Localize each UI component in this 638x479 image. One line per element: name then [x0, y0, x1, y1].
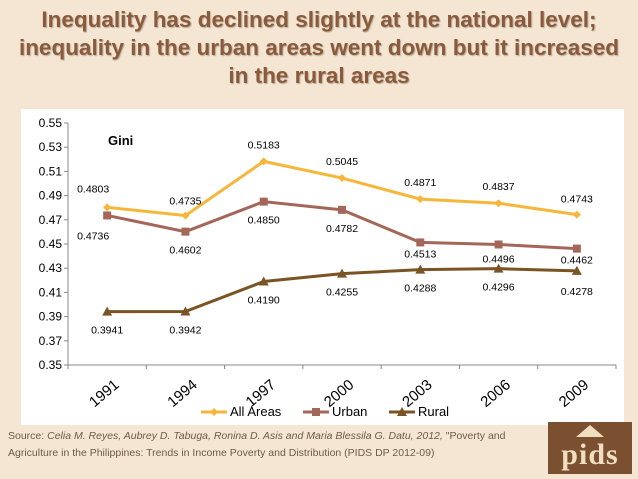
data-point [337, 268, 347, 278]
logo-text: pids [561, 438, 619, 471]
y-tick-label: 0.45 [39, 237, 63, 251]
data-label: 0.4803 [77, 183, 109, 195]
data-point [181, 211, 190, 220]
slide-title: Inequality has declined slightly at the … [18, 7, 620, 88]
line-chart: 0.35 0.37 0.39 0.41 0.43 0.45 0.47 0.49 0.51 0.53… [39, 116, 617, 419]
legend-marker [397, 407, 407, 416]
data-label: 0.4278 [561, 286, 593, 298]
data-label: 0.4462 [561, 255, 593, 267]
data-label: 0.4850 [248, 215, 280, 227]
source-rest: "Poverty and Agriculture in the Philippi… [8, 430, 506, 459]
data-point [572, 244, 581, 253]
y-tick-label: 0.53 [39, 140, 63, 154]
y-tick-label: 0.39 [39, 310, 63, 324]
data-label: 0.4602 [169, 245, 201, 257]
data-point [103, 203, 112, 212]
data-point [415, 264, 426, 274]
y-tick-label: 0.47 [39, 213, 63, 227]
data-label: 0.4296 [483, 282, 515, 294]
data-label: 0.4288 [404, 283, 436, 295]
legend-marker [210, 408, 218, 416]
data-label: 0.3941 [91, 325, 123, 337]
data-point [258, 276, 269, 286]
x-tick-label: 2006 [477, 376, 513, 410]
data-label: 0.4782 [326, 223, 358, 235]
data-label: 0.4736 [77, 230, 109, 242]
data-label: 0.4496 [483, 253, 515, 265]
data-point [494, 199, 503, 208]
data-point [259, 157, 268, 166]
pids-logo-icon: pids [548, 422, 632, 474]
data-point [493, 263, 504, 273]
data-label: 0.3942 [169, 325, 201, 337]
data-point [338, 174, 346, 183]
data-point [572, 210, 581, 219]
data-point [180, 306, 191, 316]
data-point [103, 211, 112, 220]
y-tick-label: 0.35 [39, 358, 63, 372]
data-point [102, 306, 113, 316]
data-label: 0.4255 [326, 287, 358, 299]
data-point [259, 197, 268, 206]
data-point [181, 227, 190, 236]
y-tick-label: 0.41 [39, 285, 63, 299]
x-tick-label: 1991 [86, 376, 122, 410]
source-authors: Celia M. Reyes, Aubrey D. Tabuga, Ronina… [47, 430, 443, 442]
data-point [494, 240, 503, 249]
chart-panel: 0.35 0.37 0.39 0.41 0.43 0.45 0.47 0.49 0.51 0.53… [21, 109, 624, 425]
source-citation: Source: Celia M. Reyes, Aubrey D. Tabuga… [8, 428, 528, 462]
data-label: 0.4837 [483, 181, 515, 193]
legend-label: Urban [332, 404, 367, 419]
data-label: 0.4735 [169, 196, 201, 208]
data-point [416, 238, 425, 247]
x-tick-label: 1994 [164, 376, 200, 410]
legend-label: All Areas [230, 404, 282, 419]
logo-roof-shape [576, 425, 604, 437]
data-label: 0.4190 [248, 295, 280, 307]
x-tick-label: 2009 [556, 376, 592, 410]
y-tick-label: 0.37 [39, 334, 63, 348]
y-tick-label: 0.55 [39, 116, 63, 130]
data-point [571, 265, 582, 275]
data-labels: 0.4803 0.4735 0.5183 0.5045 0.4871 0.4837 0.47… [77, 139, 593, 336]
data-label: 0.5045 [326, 156, 358, 168]
chart-annotation: Gini [108, 133, 133, 148]
y-tick-label: 0.43 [39, 261, 63, 275]
data-label: 0.5183 [248, 139, 280, 151]
data-point [416, 195, 425, 204]
y-tick-label: 0.49 [39, 189, 63, 203]
source-prefix: Source: [8, 430, 48, 442]
y-tick-label: 0.51 [39, 164, 63, 178]
legend-marker [312, 408, 320, 416]
data-label: 0.4743 [561, 194, 593, 206]
data-label: 0.4513 [404, 248, 436, 260]
data-point [338, 205, 346, 214]
legend: All Areas Urban Rural [201, 404, 449, 419]
series-layer [102, 157, 582, 316]
legend-label: Rural [418, 404, 449, 419]
data-label: 0.4871 [404, 177, 436, 189]
